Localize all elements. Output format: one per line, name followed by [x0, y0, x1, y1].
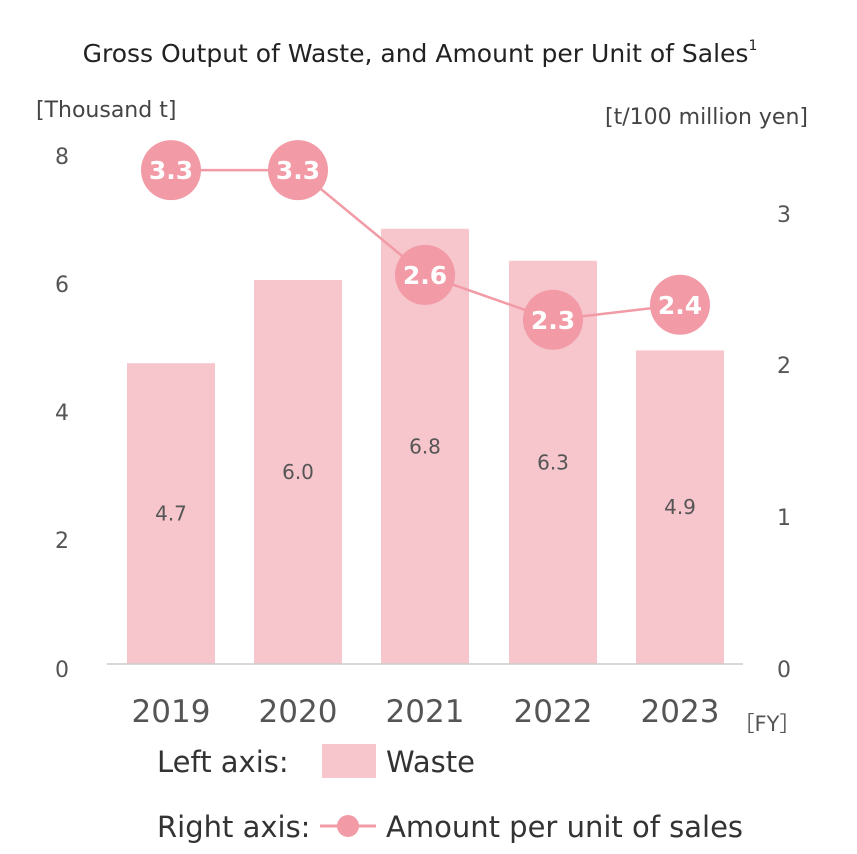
x-tick: 2020 — [259, 694, 338, 730]
legend-right-axis-label: Right axis: — [157, 810, 310, 844]
line-point-label: 2.6 — [403, 261, 447, 290]
bar-2023 — [636, 350, 724, 664]
left-tick: 2 — [55, 529, 69, 554]
left-tick: 4 — [55, 401, 69, 426]
bar-2020 — [254, 280, 342, 664]
legend: Left axis: Waste Right axis: Amount per … — [157, 744, 743, 844]
x-tick: 2022 — [514, 694, 593, 730]
legend-waste-label: Waste — [386, 745, 475, 779]
legend-amount-label: Amount per unit of sales — [386, 810, 743, 844]
line-point — [395, 244, 455, 305]
bar-2019 — [127, 363, 215, 664]
x-tick: 2021 — [386, 694, 465, 730]
line-point-label: 3.3 — [276, 156, 320, 185]
right-tick: 1 — [777, 506, 791, 531]
right-tick: 3 — [777, 203, 791, 228]
line-point-label: 2.4 — [658, 291, 702, 320]
line-point — [268, 140, 328, 201]
line-point — [650, 274, 710, 335]
bar-value-label: 6.8 — [409, 434, 441, 458]
x-tick: 2019 — [132, 694, 211, 730]
line-point — [523, 289, 583, 350]
left-tick: 8 — [55, 145, 69, 170]
legend-left-axis-label: Left axis: — [157, 745, 289, 779]
x-unit-label: ［FY］ — [734, 712, 801, 736]
chart-title: Gross Output of Waste, and Amount per Un… — [83, 38, 758, 68]
legend-bar-swatch — [322, 744, 376, 778]
left-tick: 6 — [55, 273, 69, 298]
bar-value-label: 6.0 — [282, 460, 314, 484]
bar-value-label: 4.9 — [664, 495, 696, 519]
left-tick: 0 — [55, 658, 69, 683]
line-point-label: 2.3 — [531, 306, 575, 335]
left-axis-label: [Thousand t] — [36, 98, 176, 123]
right-tick: 2 — [777, 354, 791, 379]
line-point-label: 3.3 — [149, 156, 193, 185]
right-tick: 0 — [777, 658, 791, 683]
right-axis-label: [t/100 million yen] — [605, 105, 808, 130]
line-point — [141, 140, 201, 201]
x-tick: 2023 — [641, 694, 720, 730]
bar-value-label: 6.3 — [537, 450, 569, 474]
legend-dot-swatch — [337, 815, 359, 837]
bar-value-label: 4.7 — [155, 502, 187, 526]
